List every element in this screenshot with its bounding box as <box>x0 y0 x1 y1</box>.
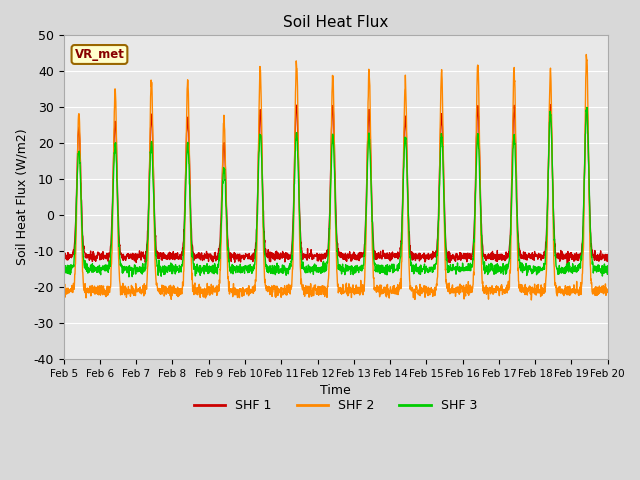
Line: SHF 3: SHF 3 <box>63 108 608 277</box>
SHF 1 <box>60 252 67 258</box>
SHF 2 <box>582 52 590 58</box>
SHF 3 <box>494 264 502 270</box>
Line: SHF 2: SHF 2 <box>63 55 608 300</box>
SHF 2 <box>527 297 535 303</box>
SHF 2 <box>493 284 501 289</box>
Y-axis label: Soil Heat Flux (W/m2): Soil Heat Flux (W/m2) <box>15 129 28 265</box>
SHF 3 <box>125 274 132 280</box>
SHF 1 <box>556 258 564 264</box>
SHF 3 <box>604 263 612 269</box>
SHF 1 <box>211 250 219 255</box>
Text: VR_met: VR_met <box>74 48 124 61</box>
SHF 3 <box>571 267 579 273</box>
SHF 1 <box>493 255 501 261</box>
SHF 1 <box>564 261 572 267</box>
SHF 2 <box>60 288 67 294</box>
SHF 2 <box>604 289 612 295</box>
SHF 1 <box>572 253 579 259</box>
X-axis label: Time: Time <box>320 384 351 397</box>
SHF 2 <box>556 284 564 289</box>
SHF 1 <box>604 252 612 257</box>
SHF 3 <box>364 169 371 175</box>
SHF 3 <box>556 266 564 272</box>
Legend: SHF 1, SHF 2, SHF 3: SHF 1, SHF 2, SHF 3 <box>189 395 482 418</box>
Line: SHF 1: SHF 1 <box>63 105 608 264</box>
SHF 2 <box>211 289 219 295</box>
Title: Soil Heat Flux: Soil Heat Flux <box>283 15 388 30</box>
SHF 1 <box>364 167 371 173</box>
SHF 3 <box>212 268 220 274</box>
SHF 1 <box>547 102 554 108</box>
SHF 3 <box>351 263 359 269</box>
SHF 3 <box>583 105 591 110</box>
SHF 1 <box>351 256 359 262</box>
SHF 2 <box>351 287 359 293</box>
SHF 2 <box>571 290 579 296</box>
SHF 2 <box>364 166 371 171</box>
SHF 3 <box>60 268 67 274</box>
